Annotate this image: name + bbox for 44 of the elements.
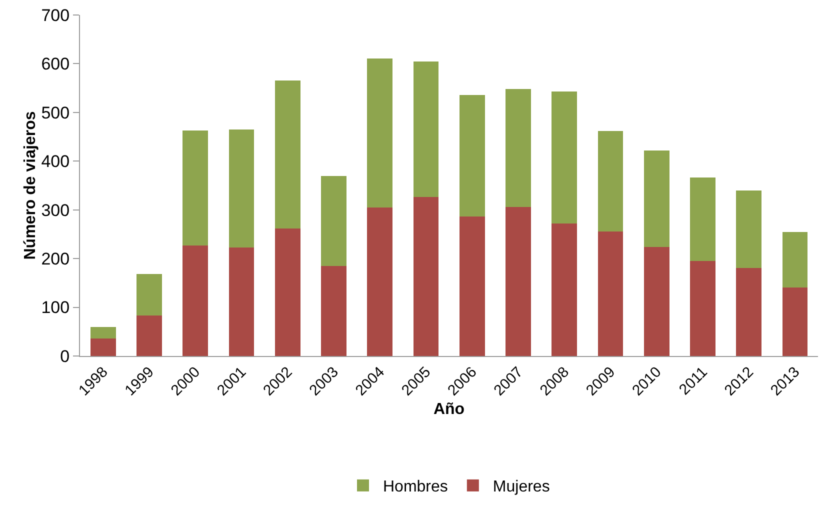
y-tick-label: 200 (41, 250, 70, 269)
bar (321, 176, 346, 266)
bar (782, 287, 808, 356)
bar (459, 94, 485, 217)
bar (552, 91, 577, 224)
bar (136, 316, 162, 356)
bar (644, 150, 670, 247)
y-tick-label: 100 (41, 298, 70, 318)
bar (690, 178, 716, 262)
y-tick-label: 700 (41, 6, 70, 25)
bar (644, 246, 670, 356)
y-tick-label: 400 (41, 152, 70, 172)
legend-label: Hombres (383, 478, 448, 496)
bar (736, 268, 762, 356)
bar (90, 338, 116, 356)
bar (782, 232, 808, 288)
bar (182, 130, 208, 246)
bar (552, 224, 577, 356)
bar (90, 326, 116, 338)
bar (506, 206, 531, 356)
x-axis-title: Año (433, 401, 465, 418)
bar (459, 216, 485, 356)
y-tick-label: 0 (60, 346, 70, 366)
legend-label: Mujeres (492, 478, 550, 496)
bar (274, 80, 300, 228)
bar (413, 197, 439, 356)
bar (367, 58, 392, 208)
bar (228, 247, 254, 356)
bar (413, 61, 439, 198)
bar (736, 190, 762, 268)
bar (598, 130, 624, 232)
bar (228, 129, 254, 248)
y-tick-label: 300 (41, 200, 70, 220)
bar (367, 207, 392, 356)
bar (274, 228, 300, 356)
bar (598, 231, 624, 356)
y-tick-label: 600 (41, 54, 70, 74)
y-axis-title: Número de viajeros (22, 111, 40, 260)
bar (506, 89, 531, 207)
y-tick-label: 500 (41, 103, 70, 122)
bar (182, 245, 208, 356)
bar (136, 274, 162, 316)
bar (690, 261, 716, 356)
bar (321, 266, 346, 356)
